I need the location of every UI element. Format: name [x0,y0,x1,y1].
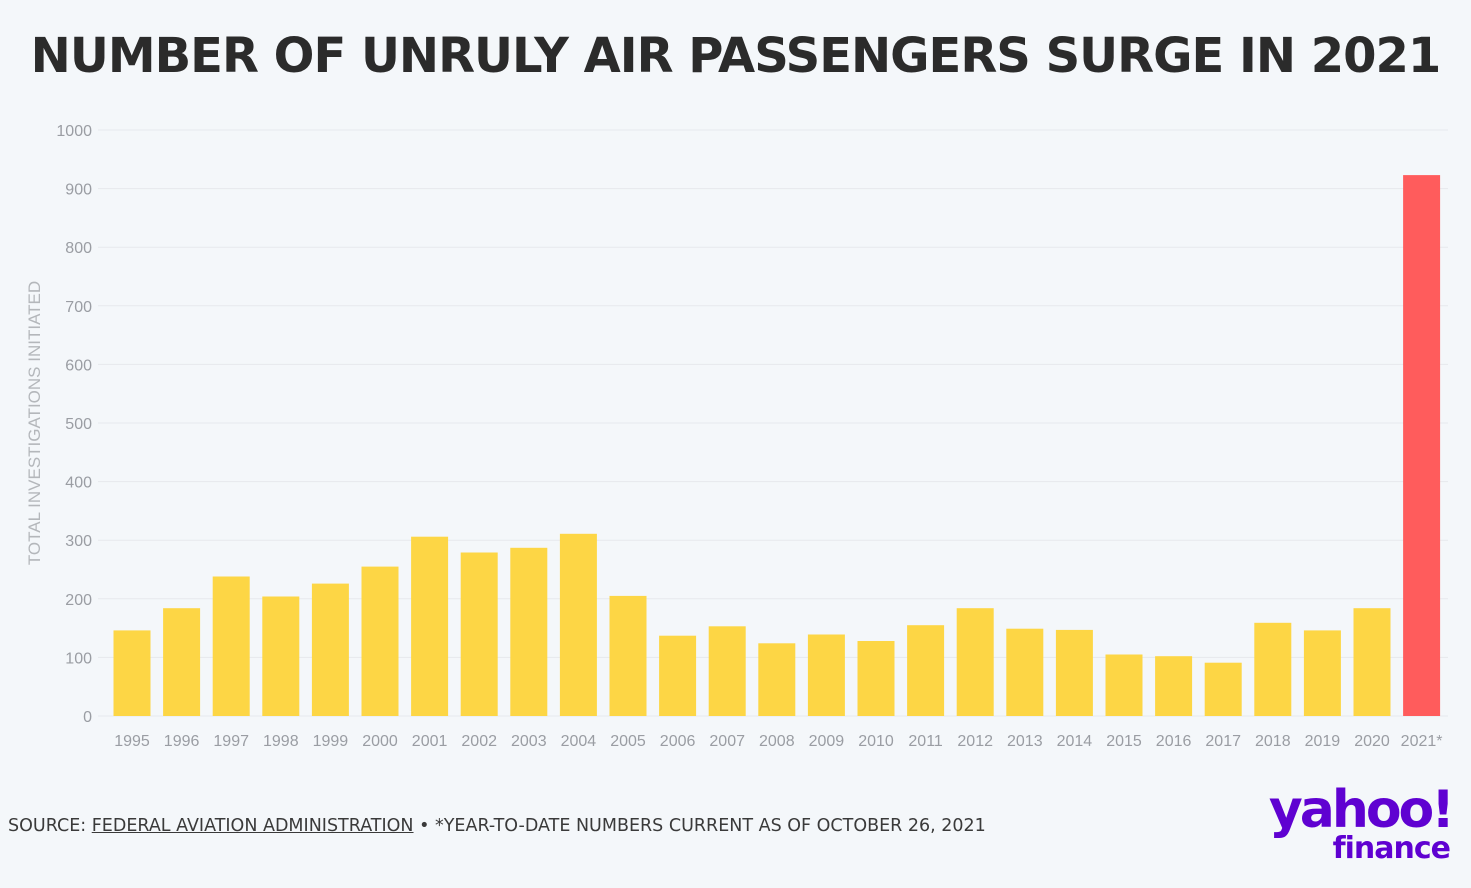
y-tick-label: 700 [65,299,92,316]
footer-note: • *YEAR-TO-DATE NUMBERS CURRENT AS OF OC… [413,816,986,836]
bar-2016 [1155,656,1193,716]
x-tick-label: 2018 [1255,733,1291,750]
x-tick-label: 2017 [1205,733,1241,750]
x-tick-label: 2009 [809,733,845,750]
logo-wordmark: yahoo! [1268,780,1455,840]
bar-2019 [1303,630,1341,716]
bar-2003 [510,547,548,716]
x-tick-label: 2000 [362,733,398,750]
y-tick-label: 0 [83,709,92,726]
source-link[interactable]: FEDERAL AVIATION ADMINISTRATION [91,816,414,836]
x-tick-label: 2019 [1305,733,1341,750]
bar-2012 [956,608,994,716]
y-axis-label: TOTAL INVESTIGATIONS INITIATED [25,281,44,565]
gridlines [98,129,1448,717]
x-axis-ticks: 1995 1996 1997 1998 1999 2000 2001 2002 2003 2004… [114,733,1442,750]
y-tick-label: 900 [65,182,92,199]
x-tick-label: 2021* [1401,733,1443,750]
bar-2005 [609,595,647,716]
x-tick-label: 2005 [610,733,646,750]
x-tick-label: 2007 [709,733,745,750]
bar-1997 [212,576,250,716]
y-tick-label: 600 [65,357,92,374]
bar-2007 [708,626,746,716]
x-tick-label: 2008 [759,733,795,750]
chart-title: NUMBER OF UNRULY AIR PASSENGERS SURGE IN… [30,28,1442,84]
x-tick-label: 1995 [114,733,150,750]
y-axis-ticks: 0 100 200 300 400 500 600 700 800 900 1000 [56,123,92,726]
bar-2004 [559,533,597,716]
bars [113,175,1441,717]
x-tick-label: 2015 [1106,733,1142,750]
y-tick-label: 400 [65,475,92,492]
bar-2018 [1254,622,1292,716]
x-tick-label: 1999 [313,733,349,750]
bar-2021 [1403,175,1441,717]
bar-2014 [1055,629,1093,716]
bar-1996 [163,608,201,716]
y-tick-label: 200 [65,592,92,609]
bar-2010 [857,641,895,716]
bar-1998 [262,596,300,716]
bar-2001 [411,536,449,716]
x-tick-label: 1997 [213,733,249,750]
x-tick-label: 2003 [511,733,547,750]
bar-2008 [758,643,796,716]
x-tick-label: 1998 [263,733,299,750]
bar-2000 [361,566,399,716]
bar-1995 [113,630,151,716]
bar-2013 [1006,628,1044,716]
y-tick-label: 1000 [56,123,92,140]
x-tick-label: 1996 [164,733,200,750]
x-tick-label: 2011 [908,733,943,750]
bar-2020 [1353,608,1391,716]
x-tick-label: 2012 [957,733,993,750]
source-prefix: SOURCE: [8,816,92,836]
yahoo-finance-logo[interactable]: yahoo! finance [1262,780,1462,870]
x-tick-label: 2013 [1007,733,1043,750]
x-tick-label: 2014 [1057,733,1093,750]
logo-sub: finance [1332,831,1451,866]
bar-2002 [460,552,498,716]
bar-1999 [311,583,349,716]
bar-2011 [907,625,945,716]
y-tick-label: 100 [65,650,92,667]
bar-2006 [659,635,697,716]
bar-2017 [1204,662,1242,716]
x-tick-label: 2010 [858,733,894,750]
x-tick-label: 2004 [561,733,597,750]
footer: SOURCE: FEDERAL AVIATION ADMINISTRATION … [8,816,986,836]
bar-2015 [1105,654,1143,716]
bar-2009 [807,634,845,716]
x-tick-label: 2002 [461,733,497,750]
x-tick-label: 2001 [412,733,448,750]
x-tick-label: 2016 [1156,733,1192,750]
x-tick-label: 2020 [1354,733,1390,750]
y-tick-label: 500 [65,416,92,433]
x-tick-label: 2006 [660,733,696,750]
y-tick-label: 800 [65,240,92,257]
y-tick-label: 300 [65,533,92,550]
